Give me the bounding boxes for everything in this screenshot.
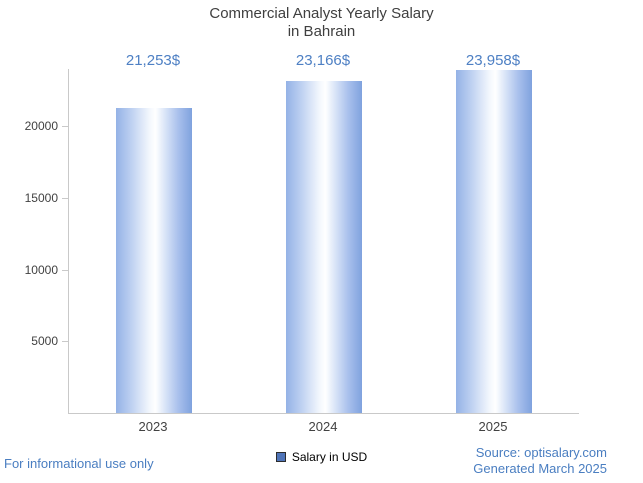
y-tick-mark — [62, 198, 68, 199]
bar-2024 — [286, 80, 362, 413]
plot-area — [68, 69, 579, 414]
y-tick-label: 10000 — [24, 262, 58, 277]
chart-title: Commercial Analyst Yearly Salary in Bahr… — [209, 5, 434, 40]
source-link[interactable]: Source: optisalary.com — [475, 445, 607, 460]
y-tick-mark — [62, 341, 68, 343]
value-labels-row: 21,253$ 23,166$ 23,958$ — [68, 52, 578, 72]
legend-swatch — [275, 452, 286, 462]
y-tick-label: 15000 — [24, 191, 58, 205]
y-tick-label: 5000 — [31, 334, 58, 349]
legend: Salary in USD — [0, 450, 643, 464]
value-label-2025: 23,958$ — [465, 52, 521, 69]
bar-2023 — [116, 108, 192, 413]
x-tick-label-2023: 2023 — [138, 419, 168, 434]
value-label-2023: 21,253$ — [125, 52, 181, 69]
y-axis: 5000 10000 15000 20000 — [0, 69, 68, 413]
y-tick-label: 20000 — [24, 119, 58, 134]
y-tick-mark — [62, 126, 68, 128]
y-tick-mark — [62, 269, 68, 271]
x-tick-label-2025: 2025 — [478, 419, 508, 434]
bars-layer — [69, 69, 579, 413]
disclaimer-text: For informational use only — [4, 456, 154, 471]
x-axis-labels: 2023 2024 2025 — [68, 419, 578, 437]
source-info: Source: optisalary.com Generated March 2… — [473, 445, 607, 477]
bar-2025 — [456, 69, 532, 413]
value-label-2024: 23,166$ — [295, 52, 351, 69]
legend-label: Salary in USD — [291, 450, 368, 464]
x-tick-label-2024: 2024 — [308, 419, 338, 434]
generated-date: Generated March 2025 — [473, 461, 607, 476]
